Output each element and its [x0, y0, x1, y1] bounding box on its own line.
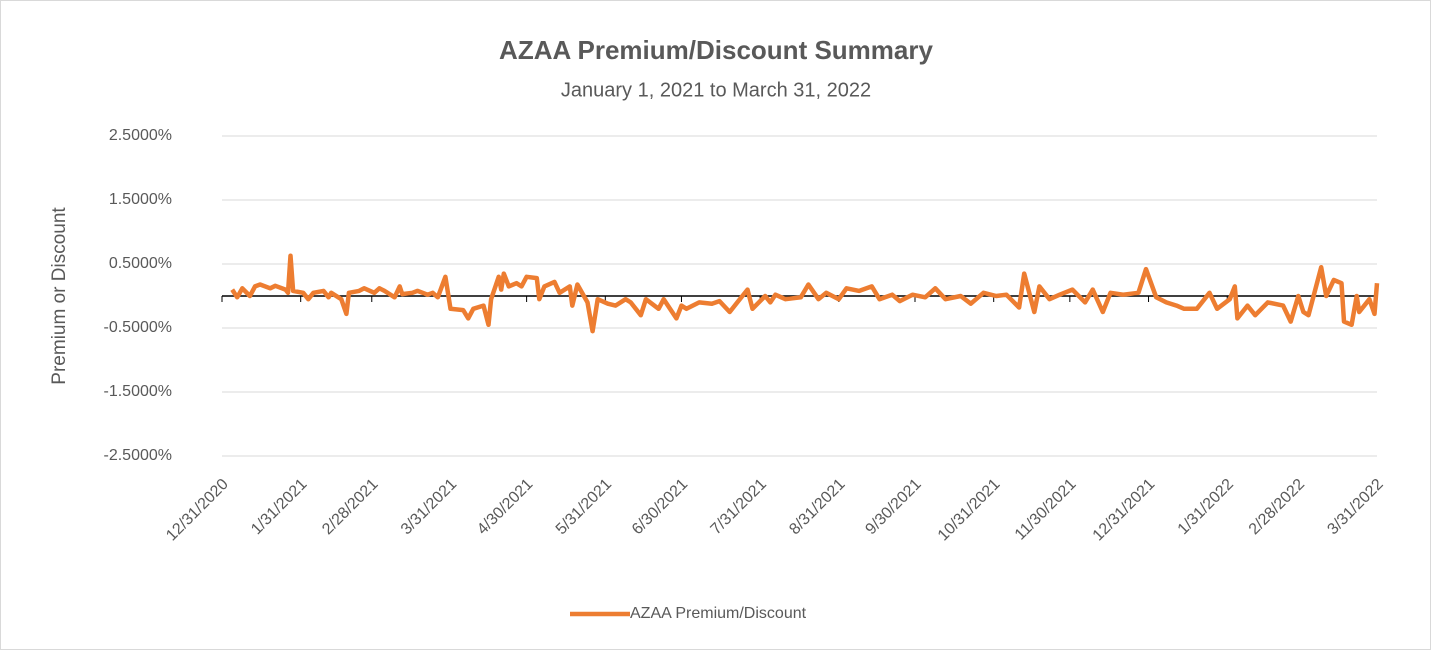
y-tick-label: -0.5000%: [104, 319, 173, 336]
data-line: [230, 253, 1380, 334]
legend-label: AZAA Premium/Discount: [630, 605, 807, 622]
y-tick-label: -2.5000%: [104, 447, 173, 464]
chart-title: AZAA Premium/Discount Summary: [499, 35, 933, 65]
y-tick-label: -1.5000%: [104, 383, 173, 400]
y-tick-label: 2.5000%: [109, 127, 172, 144]
y-tick-label: 0.5000%: [109, 255, 172, 272]
y-tick-label: 1.5000%: [109, 191, 172, 208]
chart-subtitle: January 1, 2021 to March 31, 2022: [561, 79, 871, 101]
y-axis-label: Premium or Discount: [49, 207, 70, 385]
